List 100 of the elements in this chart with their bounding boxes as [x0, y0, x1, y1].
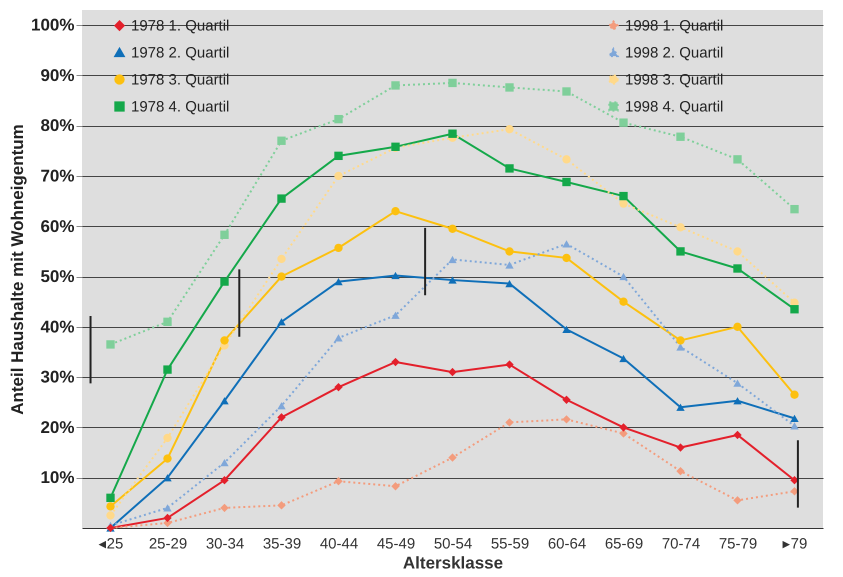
point: [220, 277, 229, 286]
point: [334, 278, 343, 286]
point: [790, 414, 799, 422]
point: [448, 453, 457, 462]
point: [277, 318, 286, 326]
point: [334, 152, 343, 160]
point: [505, 83, 514, 92]
legend-label: 1978 3. Quartil: [131, 72, 230, 88]
point: [334, 172, 343, 180]
point: [562, 396, 571, 404]
x-tick-label: 30-34: [206, 536, 244, 552]
legend-label: 1978 4. Quartil: [131, 98, 230, 116]
y-tick-label: 40%: [40, 317, 74, 336]
point: [448, 224, 457, 233]
point: [334, 383, 343, 392]
point: [505, 247, 514, 256]
point: [733, 430, 742, 440]
y-axis-title: Anteil Haushalte mit Wohneigentum: [8, 124, 28, 415]
point: [391, 81, 400, 90]
point: [391, 272, 400, 280]
y-tick-label: 90%: [40, 66, 74, 85]
x-tick-label: 35-39: [262, 536, 302, 552]
point: [505, 280, 514, 288]
point: [619, 192, 628, 200]
point: [448, 130, 457, 138]
point: [505, 261, 514, 269]
x-axis-title: Altersklasse: [402, 554, 504, 572]
y-tick-label: 100%: [31, 16, 74, 35]
point: [562, 87, 571, 96]
point: [562, 254, 571, 262]
point: [733, 155, 742, 164]
x-tick-label: 60-64: [548, 536, 586, 552]
point: [163, 504, 172, 512]
point: [277, 272, 286, 281]
point: [676, 404, 685, 411]
x-tick-label: 45-49: [376, 536, 416, 552]
point: [790, 390, 799, 399]
y-tick-label: 50%: [40, 267, 74, 286]
point: [334, 114, 343, 124]
point: [220, 397, 229, 404]
point: [733, 496, 742, 505]
point: [505, 164, 514, 173]
point: [619, 298, 628, 306]
point: [334, 334, 343, 342]
point: [790, 305, 799, 314]
point: [733, 322, 742, 332]
point: [334, 477, 343, 486]
point: [733, 397, 742, 404]
point: [505, 418, 514, 427]
point: [334, 244, 343, 252]
point: [733, 264, 742, 273]
point: [790, 204, 799, 214]
point: [733, 247, 742, 256]
point: [676, 443, 685, 452]
point: [562, 415, 571, 424]
point: [391, 482, 400, 490]
point: [505, 360, 514, 369]
point: [562, 178, 571, 186]
point: [220, 476, 229, 484]
point: [163, 318, 172, 326]
point: [391, 358, 400, 366]
point: [448, 368, 457, 376]
point: [391, 312, 400, 319]
point: [106, 494, 115, 502]
legend-label: 1998 4. Quartil: [625, 98, 724, 116]
point: [106, 511, 115, 520]
point: [790, 422, 799, 430]
point: [448, 276, 457, 284]
point: [220, 336, 229, 345]
point: [676, 223, 685, 232]
x-tick-label: 65-69: [604, 536, 644, 552]
point: [676, 132, 685, 141]
point: [106, 502, 115, 511]
point: [676, 336, 685, 345]
x-tick-label: 75-79: [718, 536, 758, 552]
point: [163, 454, 172, 463]
point: [220, 230, 229, 239]
legend-label: 1978 2. Quartil: [131, 44, 230, 62]
point: [619, 423, 628, 432]
y-tick-label: 30%: [40, 368, 74, 387]
point: [277, 254, 286, 264]
point: [163, 365, 172, 374]
legend-label: 1998 2. Quartil: [625, 44, 724, 62]
point: [277, 194, 286, 203]
x-tick-label: 55-59: [490, 536, 530, 552]
point: [448, 78, 457, 88]
point: [562, 326, 571, 333]
point: [106, 340, 115, 349]
y-tick-label: 10%: [40, 468, 74, 488]
x-tick-label: 70-74: [662, 536, 700, 552]
point: [676, 247, 685, 256]
point: [220, 504, 229, 512]
point: [277, 501, 286, 510]
y-tick-label: 20%: [40, 418, 74, 437]
point: [619, 118, 628, 127]
point: [277, 413, 286, 422]
point: [448, 256, 457, 264]
point: [562, 155, 571, 164]
point: [391, 206, 400, 216]
point: [220, 459, 229, 466]
